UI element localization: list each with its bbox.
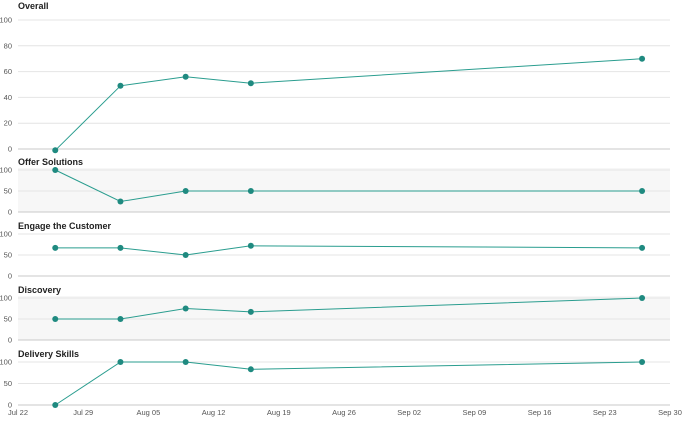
y-tick-label: 0	[8, 336, 12, 345]
y-tick-label: 60	[4, 67, 12, 76]
y-tick-label: 20	[4, 119, 12, 128]
data-point	[639, 359, 646, 365]
data-point	[639, 244, 646, 251]
panel-title: Offer Solutions	[18, 157, 83, 167]
data-point	[182, 73, 189, 80]
y-tick-label: 0	[8, 272, 12, 281]
y-tick-label: 100	[0, 294, 12, 303]
y-tick-label: 80	[4, 41, 12, 50]
panel-band	[18, 296, 670, 340]
series-line	[54, 58, 643, 151]
y-tick-label: 0	[8, 208, 12, 217]
y-tick-label: 50	[4, 379, 12, 388]
data-point	[247, 308, 254, 315]
data-point	[52, 402, 59, 408]
y-tick-label: 100	[0, 230, 12, 239]
data-point	[117, 82, 124, 89]
y-tick-label: 0	[8, 401, 12, 410]
panel-title: Delivery Skills	[18, 349, 79, 359]
data-point	[247, 242, 254, 249]
x-tick-label: Aug 12	[202, 408, 226, 417]
x-tick-label: Jul 29	[73, 408, 93, 417]
data-point	[52, 316, 59, 322]
x-tick-label: Sep 16	[528, 408, 552, 417]
data-point	[639, 188, 646, 194]
data-point	[182, 252, 189, 258]
data-point	[182, 305, 189, 312]
data-point	[52, 147, 59, 154]
y-tick-label: 50	[4, 187, 12, 196]
data-point	[52, 244, 59, 251]
data-point	[639, 295, 646, 301]
panel-title: Discovery	[18, 285, 61, 295]
data-point	[117, 359, 124, 365]
data-point	[52, 167, 59, 173]
y-tick-label: 50	[4, 315, 12, 324]
data-point	[117, 316, 124, 322]
data-point	[247, 188, 254, 194]
y-tick-label: 100	[0, 358, 12, 367]
x-tick-label: Sep 09	[463, 408, 487, 417]
data-point	[639, 55, 646, 62]
series-line	[55, 245, 643, 256]
x-tick-label: Sep 02	[397, 408, 421, 417]
panel-band	[18, 168, 670, 212]
panel-title: Engage the Customer	[18, 221, 112, 231]
data-point	[117, 244, 124, 251]
x-tick-label: Aug 19	[267, 408, 291, 417]
x-tick-label: Jul 22	[8, 408, 28, 417]
y-tick-label: 0	[8, 145, 12, 154]
data-point	[247, 80, 254, 87]
data-point	[182, 359, 189, 365]
data-point	[247, 366, 254, 373]
data-point	[182, 188, 189, 194]
data-point	[117, 198, 124, 205]
x-tick-label: Sep 30	[658, 408, 682, 417]
y-tick-label: 100	[0, 166, 12, 175]
y-tick-label: 50	[4, 251, 12, 260]
y-tick-label: 100	[0, 16, 12, 25]
y-tick-label: 40	[4, 93, 12, 102]
x-tick-label: Sep 23	[593, 408, 617, 417]
x-tick-label: Aug 05	[137, 408, 161, 417]
panel-title: Overall	[18, 1, 49, 11]
x-tick-label: Aug 26	[332, 408, 356, 417]
